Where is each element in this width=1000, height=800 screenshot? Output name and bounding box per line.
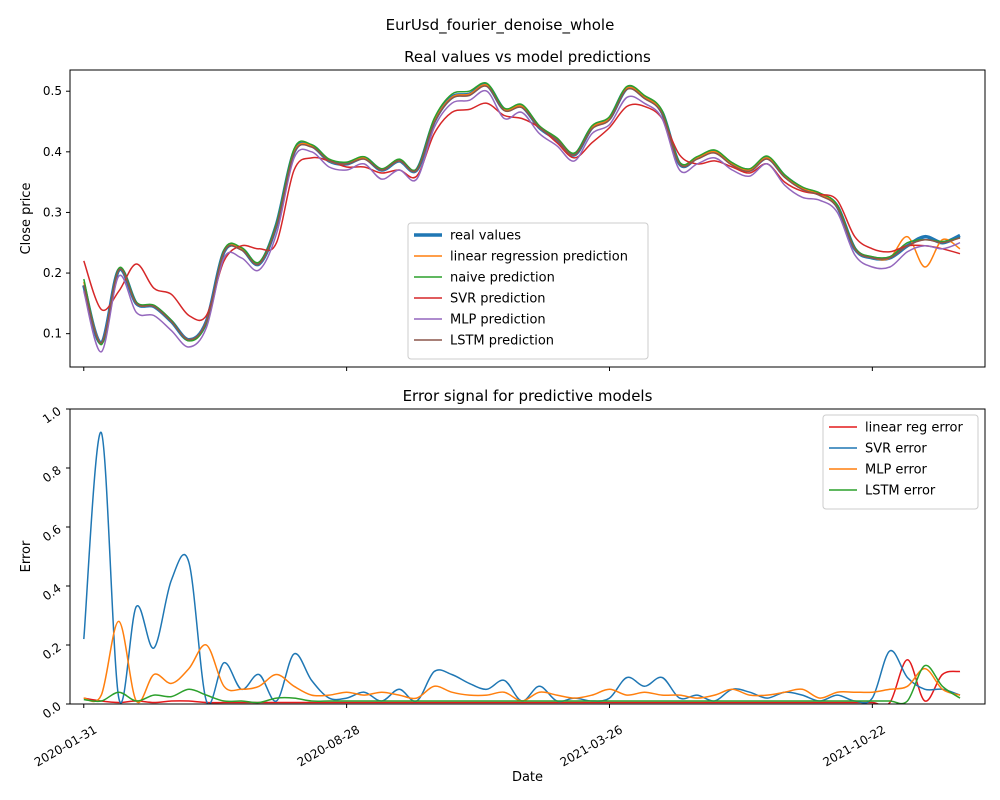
series-line-2 [83, 82, 961, 346]
x-tick-label: 2021-10-22 [820, 722, 887, 769]
legend-label: naive prediction [450, 271, 555, 286]
legend: real values linear regression prediction n… [407, 222, 649, 360]
legend-label: MLP error [865, 463, 928, 478]
figure-suptitle: EurUsd_fourier_denoise_whole [386, 16, 615, 35]
error-chart: Error signal for predictive models 0.0 0.2… [19, 387, 986, 785]
series-line-3 [83, 664, 961, 704]
legend-label: SVR error [865, 442, 927, 457]
y-tick-label: 0.0 [40, 699, 64, 721]
y-tick-label: 0.2 [40, 640, 64, 662]
y-tick-label: 0.4 [40, 581, 64, 603]
y-tick-label: 0.8 [40, 463, 64, 485]
y-axis-label: Error [19, 540, 34, 572]
legend-label: real values [450, 229, 521, 244]
series-line-0 [83, 659, 961, 704]
y-tick-label: 0.4 [43, 145, 62, 159]
x-tick-label: 2021-03-26 [558, 722, 625, 769]
x-tick-label: 2020-08-28 [295, 722, 362, 769]
y-tick-label: 0.2 [43, 266, 62, 280]
legend-label: LSTM error [865, 484, 936, 499]
legend-label: LSTM prediction [450, 334, 554, 349]
y-axis-label: Close price [19, 183, 34, 255]
chart-title: Error signal for predictive models [403, 387, 653, 405]
y-tick-label: 0.1 [43, 327, 62, 341]
chart-title: Real values vs model predictions [404, 48, 651, 66]
legend-label: SVR prediction [450, 292, 546, 307]
series-lines [82, 82, 961, 353]
predictions-chart: Real values vs model predictions 0.1 0.2 0.… [19, 48, 986, 371]
legend-label: MLP prediction [450, 313, 546, 328]
series-line-5 [83, 85, 961, 344]
y-tick-label: 0.3 [43, 205, 62, 219]
legend: linear reg error SVR error MLP error LSTM e… [822, 414, 979, 510]
axes-frame [69, 69, 986, 368]
series-lines [83, 431, 961, 704]
y-tick-label: 0.5 [43, 84, 62, 98]
series-line-1 [83, 431, 961, 704]
y-tick-label: 0.6 [40, 522, 64, 544]
y-tick-label: 1.0 [40, 404, 64, 426]
axes-frame [69, 408, 986, 705]
x-axis-label: Date [512, 770, 543, 785]
legend-box [822, 414, 979, 510]
x-tick-label: 2020-01-31 [32, 722, 99, 769]
legend-box [407, 222, 649, 360]
legend-label: linear regression prediction [450, 250, 628, 265]
series-line-4 [83, 89, 961, 353]
legend-label: linear reg error [865, 421, 963, 436]
